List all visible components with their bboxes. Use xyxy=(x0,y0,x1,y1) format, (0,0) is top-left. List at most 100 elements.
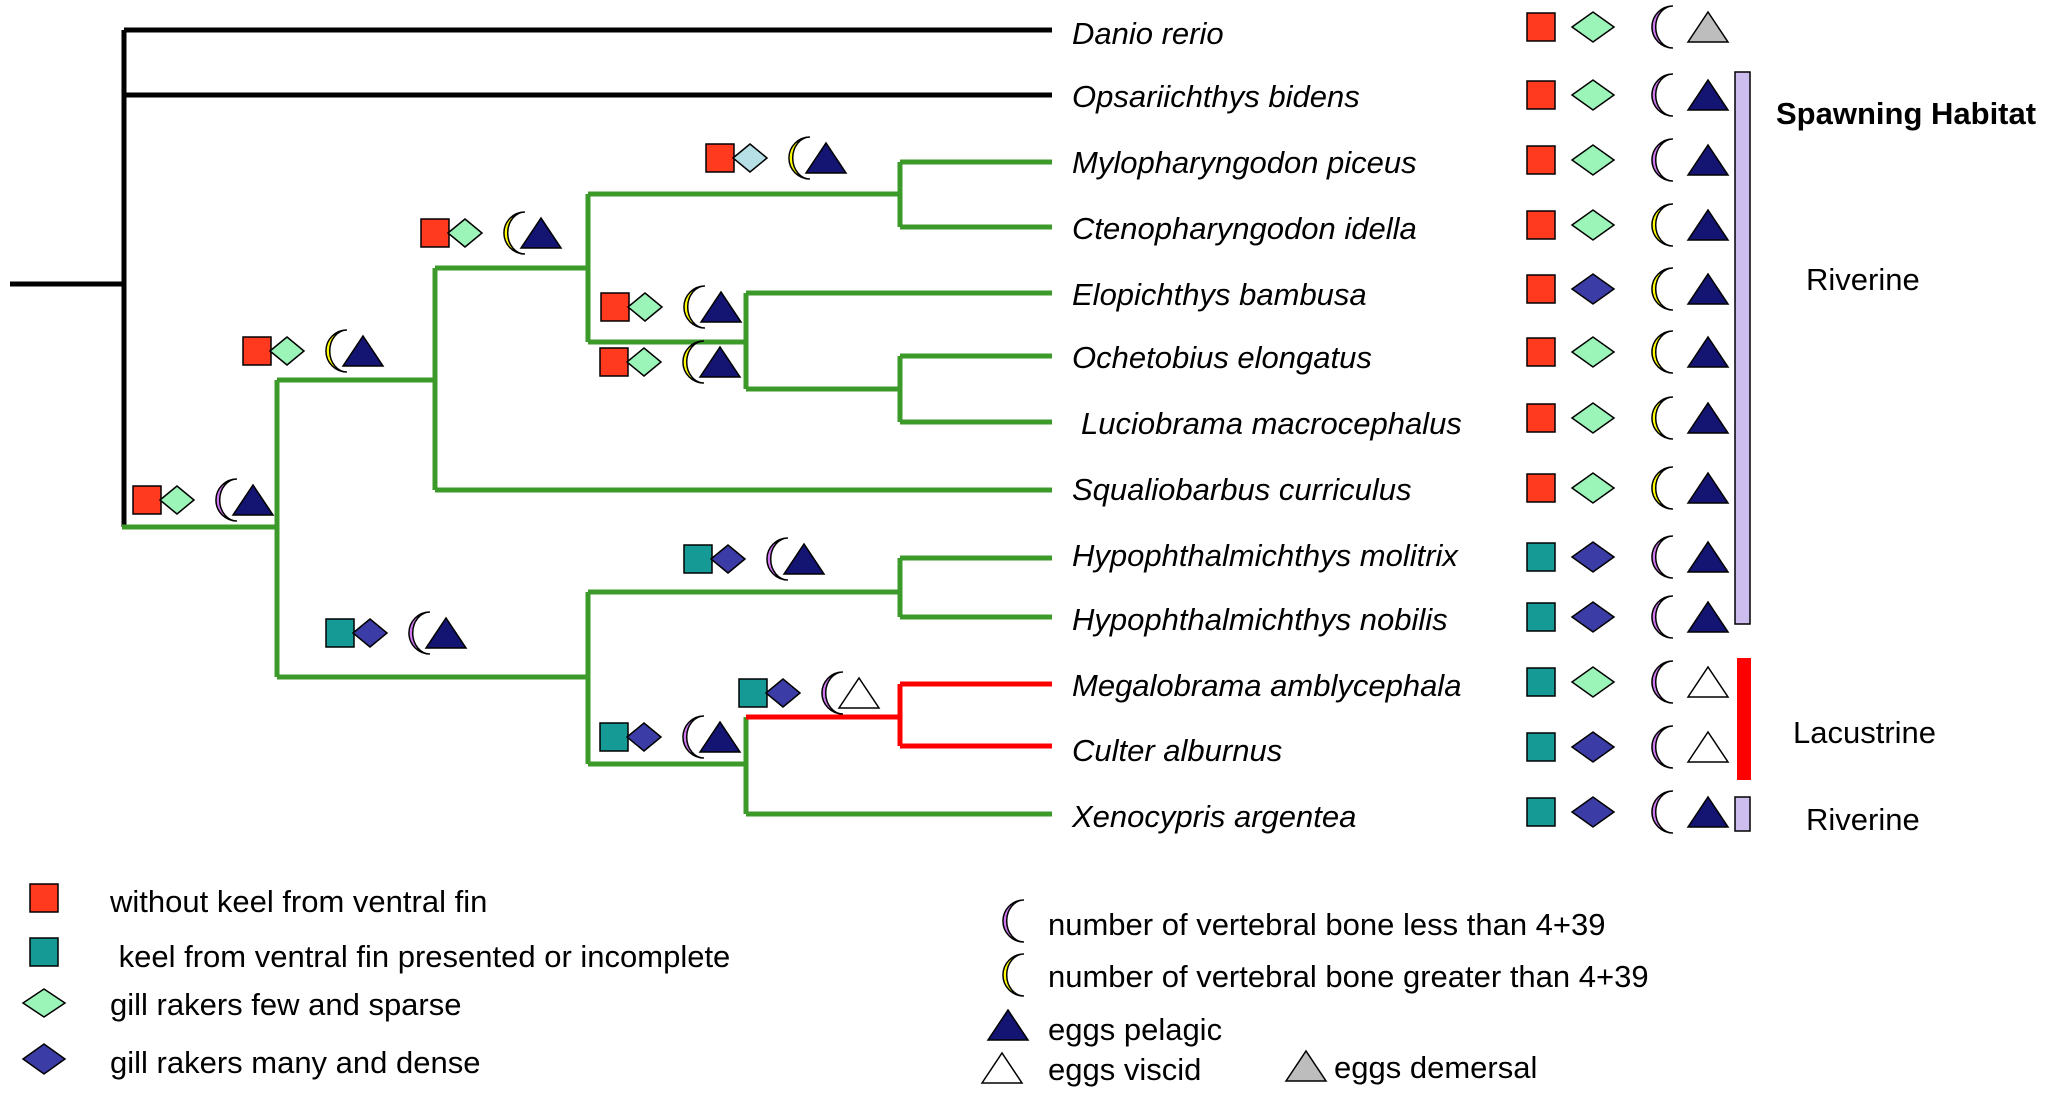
triangle-icon xyxy=(1686,78,1730,111)
diamond-icon xyxy=(351,618,389,648)
triangle-icon xyxy=(1686,730,1730,763)
trait-symbol-set xyxy=(1526,725,1730,769)
crescent-icon xyxy=(683,285,705,329)
crescent-icon xyxy=(821,671,843,715)
species-labels: Danio rerio Opsariichthys bidens Mylopha… xyxy=(1071,16,1462,834)
triangle-icon xyxy=(1686,10,1730,43)
square-icon xyxy=(738,678,768,708)
square-icon xyxy=(599,722,629,752)
crescent-icon xyxy=(682,715,704,759)
trait-symbol-set xyxy=(1526,267,1730,311)
square-icon xyxy=(1526,602,1556,632)
species-label: Luciobrama macrocephalus xyxy=(1081,406,1462,441)
diamond-icon xyxy=(1570,144,1616,176)
crescent-icon xyxy=(408,611,430,655)
square-icon xyxy=(242,336,272,366)
tree-branches xyxy=(10,27,1052,817)
square-icon xyxy=(1526,542,1556,572)
habitat-title: Spawning Habitat xyxy=(1776,96,2036,131)
diamond-icon xyxy=(1570,79,1616,111)
legend-symbols xyxy=(21,883,1328,1084)
trait-symbol-set xyxy=(1526,396,1730,440)
legend-text: gill rakers few and sparse xyxy=(110,987,462,1022)
trait-symbol-set xyxy=(1526,138,1730,182)
species-label: Squaliobarbus curriculus xyxy=(1072,472,1411,507)
square-icon xyxy=(1526,145,1556,175)
diamond-icon xyxy=(1570,336,1616,368)
crescent-icon xyxy=(1651,73,1673,117)
diamond-icon xyxy=(709,544,747,574)
trait-symbol-set xyxy=(1526,595,1730,639)
crescent-icon xyxy=(503,211,525,255)
diamond-icon xyxy=(268,336,306,366)
triangle-icon xyxy=(698,720,742,753)
species-label: Megalobrama amblycephala xyxy=(1072,668,1461,703)
diamond-icon xyxy=(1570,209,1616,241)
diamond-icon xyxy=(1570,273,1616,305)
trait-symbol-set xyxy=(600,285,743,329)
trait-symbol-set xyxy=(1526,73,1730,117)
square-icon xyxy=(1526,12,1556,42)
diamond-icon xyxy=(1570,11,1616,43)
crescent-icon xyxy=(1651,535,1673,579)
crescent-icon xyxy=(215,478,237,522)
habitat-bar-riverine xyxy=(1734,71,1751,625)
triangle-icon xyxy=(424,616,468,649)
trait-symbol-set xyxy=(242,329,385,373)
species-label: Hypophthalmichthys nobilis xyxy=(1072,602,1448,637)
diamond-icon xyxy=(1570,402,1616,434)
diamond-icon xyxy=(1570,796,1616,828)
diamond-icon xyxy=(1570,731,1616,763)
triangle-icon xyxy=(231,483,275,516)
diamond-icon xyxy=(731,143,769,173)
square-icon xyxy=(420,218,450,248)
square-icon xyxy=(1526,337,1556,367)
triangle-icon xyxy=(1686,272,1730,305)
species-label: Elopichthys bambusa xyxy=(1072,277,1367,312)
trait-symbol-set xyxy=(1526,535,1730,579)
square-icon xyxy=(599,347,629,377)
habitat-bar-riverine xyxy=(1734,796,1751,832)
species-label: Ochetobius elongatus xyxy=(1072,340,1372,375)
square-icon xyxy=(132,485,162,515)
crescent-icon xyxy=(1651,466,1673,510)
square-icon xyxy=(1526,403,1556,433)
trait-symbol-set xyxy=(420,211,563,255)
diamond-icon xyxy=(1570,541,1616,573)
diamond-icon xyxy=(1570,472,1616,504)
crescent-icon xyxy=(1651,790,1673,834)
triangle-icon xyxy=(1686,208,1730,241)
crescent-icon xyxy=(325,329,347,373)
crescent-icon xyxy=(1002,953,1024,997)
legend-text: keel from ventral fin presented or incom… xyxy=(110,939,730,974)
crescent-icon xyxy=(682,340,704,384)
legend-text: number of vertebral bone less than 4+39 xyxy=(1048,907,1606,942)
spawning-habitat: Spawning Habitat Riverine Lacustrine Riv… xyxy=(1734,71,2036,837)
species-label: Hypophthalmichthys molitrix xyxy=(1072,538,1459,573)
diamond-icon xyxy=(1570,601,1616,633)
legend-text: eggs pelagic xyxy=(1048,1012,1222,1047)
diamond-icon xyxy=(1570,666,1616,698)
species-label: Ctenopharyngodon idella xyxy=(1072,211,1417,246)
habitat-label-riverine: Riverine xyxy=(1806,262,1920,297)
trait-symbol-set xyxy=(1526,330,1730,374)
triangle-icon xyxy=(341,334,385,367)
diamond-icon xyxy=(626,292,664,322)
crescent-icon xyxy=(1651,396,1673,440)
legend: without keel from ventral fin keel from … xyxy=(109,884,1649,1087)
trait-symbol-set xyxy=(1526,203,1730,247)
diamond-icon xyxy=(446,218,484,248)
triangle-icon xyxy=(986,1008,1030,1041)
trait-symbol-set xyxy=(1526,5,1730,49)
species-label: Mylopharyngodon piceus xyxy=(1072,145,1417,180)
species-label: Danio rerio xyxy=(1072,16,1224,51)
square-icon xyxy=(29,937,59,967)
triangle-icon xyxy=(1686,540,1730,573)
triangle-icon xyxy=(1284,1049,1328,1082)
legend-text: gill rakers many and dense xyxy=(110,1045,480,1080)
tip-trait-symbols xyxy=(1526,5,1730,834)
legend-text: eggs demersal xyxy=(1334,1050,1537,1085)
triangle-icon xyxy=(1686,600,1730,633)
triangle-icon xyxy=(782,542,826,575)
